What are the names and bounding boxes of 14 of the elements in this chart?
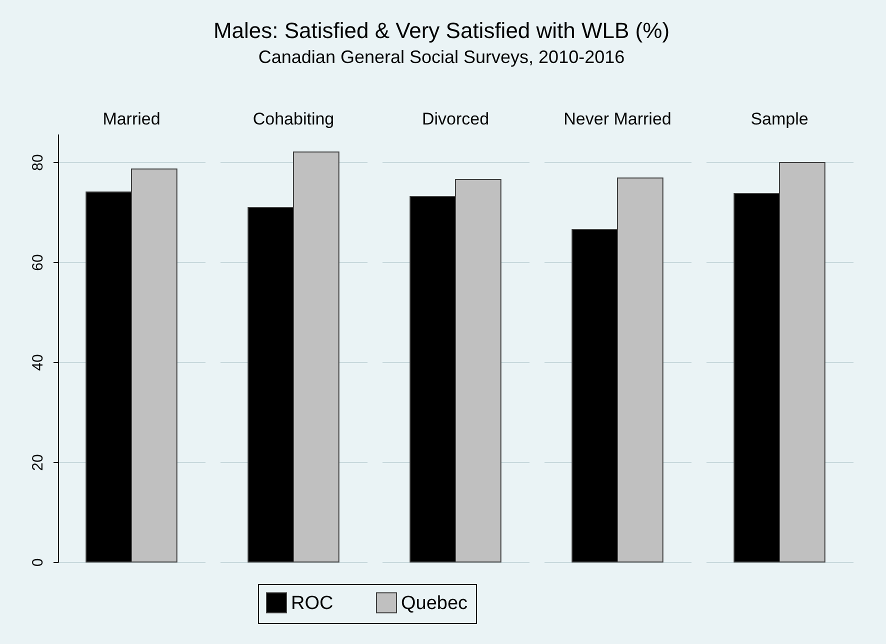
legend-label: ROC [291,592,334,614]
chart-subtitle: Canadian General Social Surveys, 2010-2016 [258,47,625,67]
y-tick-label: 20 [30,454,46,471]
x-tick-label: Divorced [422,110,490,128]
legend-label: Quebec [401,592,468,614]
chart-title: Males: Satisfied & Very Satisfied with WLB (%) [213,18,670,43]
x-tick-label: Cohabiting [252,110,334,128]
x-tick-label: Married [102,110,160,128]
x-tick-label: Never Married [564,110,672,128]
y-tick-label: 0 [30,558,46,567]
x-tick-label: Sample [750,110,808,128]
y-tick-label: 60 [30,254,46,271]
y-tick-label: 40 [30,354,46,371]
y-tick-label: 80 [30,154,46,171]
